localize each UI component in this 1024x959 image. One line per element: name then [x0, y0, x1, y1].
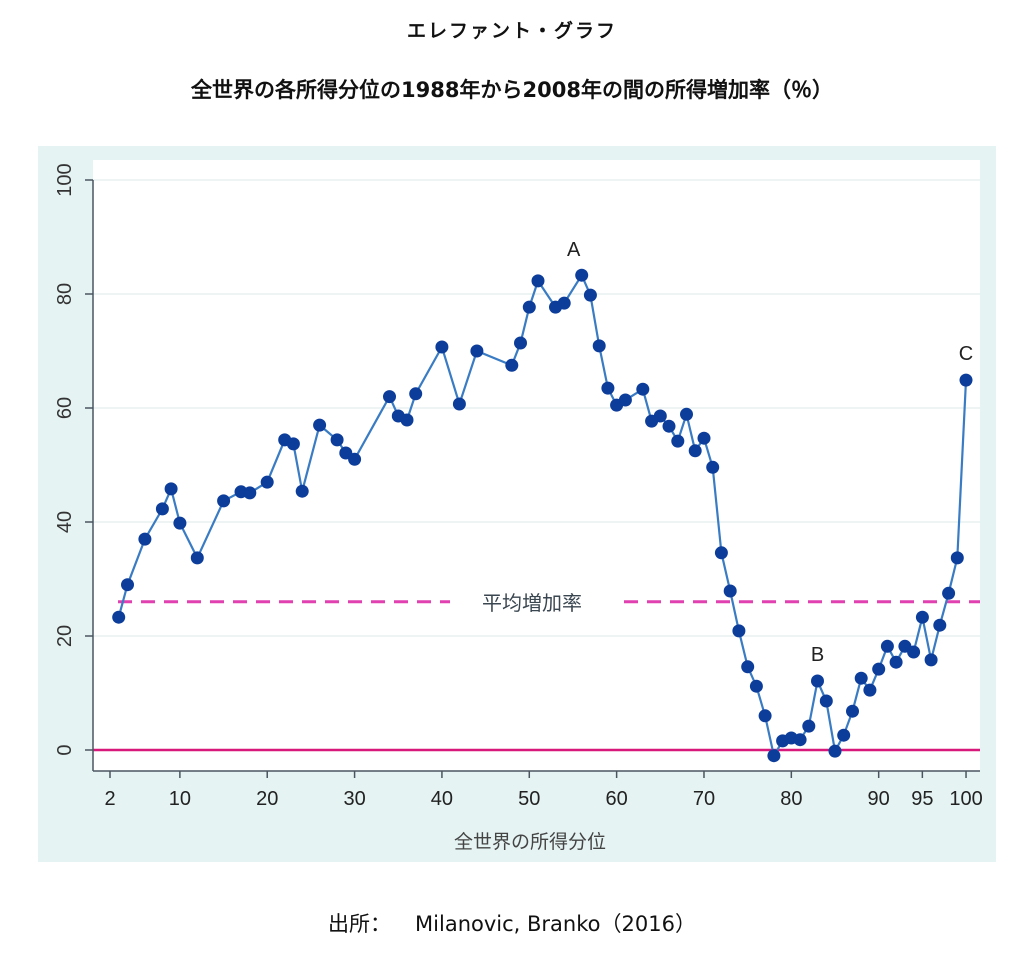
x-tick-label: 95: [911, 788, 933, 810]
data-point: [190, 551, 204, 565]
x-tick-label: 90: [868, 788, 890, 810]
x-tick-label: 30: [343, 788, 365, 810]
data-point: [671, 434, 685, 448]
data-point: [531, 274, 545, 288]
x-tick-label: 80: [780, 788, 802, 810]
data-point: [863, 683, 877, 697]
data-point: [732, 624, 746, 638]
source-text: Milanovic, Branko（2016）: [415, 912, 696, 936]
x-tick-label: 40: [431, 788, 453, 810]
data-point: [828, 744, 842, 758]
data-point: [313, 418, 327, 432]
data-point: [583, 288, 597, 302]
data-point: [286, 437, 300, 451]
annotation-b: B: [811, 644, 824, 666]
annotation-a: A: [567, 239, 581, 261]
series: [112, 268, 973, 763]
annotations: A B C: [567, 239, 973, 666]
data-point: [714, 546, 728, 560]
data-point: [383, 390, 396, 404]
x-axis-label: 全世界の所得分位: [454, 831, 606, 853]
x-tick-label: 70: [693, 788, 715, 810]
chart-title: エレファント・グラフ: [406, 20, 617, 42]
data-point: [942, 586, 956, 600]
data-point: [636, 382, 650, 396]
data-point: [749, 679, 763, 693]
data-point: [155, 502, 169, 516]
data-point: [837, 728, 851, 742]
gridlines: [93, 179, 980, 637]
data-point: [653, 409, 667, 423]
data-point: [793, 733, 807, 747]
data-point: [758, 709, 772, 723]
data-point: [173, 516, 187, 530]
data-point: [164, 482, 178, 496]
data-point: [959, 373, 973, 387]
data-point: [688, 444, 702, 458]
x-tick-label: 20: [256, 788, 278, 810]
data-point: [330, 433, 344, 447]
data-point: [112, 610, 126, 624]
data-point: [505, 358, 519, 372]
data-point: [557, 296, 571, 310]
data-point: [811, 674, 824, 688]
data-point: [846, 704, 859, 718]
y-tick-label: 20: [54, 625, 76, 647]
y-tick-label: 100: [54, 163, 76, 196]
data-point: [522, 300, 536, 314]
chart-subtitle: 全世界の各所得分位の1988年から2008年の間の所得増加率（％）: [191, 78, 833, 102]
data-point: [854, 671, 868, 685]
data-point: [819, 694, 833, 708]
data-point: [592, 339, 606, 353]
data-point: [348, 452, 362, 466]
data-point: [723, 584, 737, 598]
y-tick-label: 40: [54, 511, 76, 533]
axes: 0 20 40 60 80 100 2 10 20 30 40 50 60 70 80 90 95 100 全世界の…: [54, 163, 983, 853]
x-tick-label: 100: [949, 788, 982, 810]
data-point: [872, 662, 886, 676]
data-point: [950, 551, 964, 565]
data-point: [802, 719, 816, 733]
data-point: [435, 340, 449, 354]
source-label: 出所：: [328, 912, 392, 936]
data-point: [400, 413, 414, 427]
data-point: [138, 532, 152, 546]
annotation-c: C: [959, 343, 973, 365]
plot-area: [93, 160, 980, 771]
data-point: [243, 486, 257, 500]
data-point: [452, 397, 466, 411]
x-tick-label: 10: [169, 788, 191, 810]
data-point: [741, 660, 755, 674]
data-point: [767, 749, 781, 763]
x-tick-label: 50: [518, 788, 540, 810]
average-line-label: 平均増加率: [482, 591, 582, 615]
data-point: [662, 419, 676, 433]
data-point: [514, 336, 527, 350]
data-point: [295, 484, 309, 498]
data-point: [575, 268, 589, 282]
y-tick-label: 60: [54, 397, 76, 419]
data-point: [601, 381, 615, 395]
data-point: [680, 407, 693, 421]
data-point: [409, 387, 423, 401]
source-note: 出所： Milanovic, Branko（2016）: [0, 908, 1024, 938]
y-tick-label: 80: [54, 283, 76, 305]
data-point: [915, 610, 929, 624]
y-tick-label: 0: [54, 744, 76, 755]
data-point: [618, 393, 632, 407]
data-point: [933, 618, 947, 632]
data-point: [260, 475, 274, 489]
data-point: [697, 431, 711, 445]
data-point: [880, 639, 894, 653]
data-point: [889, 655, 903, 669]
data-point: [470, 344, 484, 358]
x-tick-label: 2: [104, 788, 115, 810]
data-point: [217, 494, 231, 508]
data-point: [924, 653, 938, 667]
data-point: [706, 460, 720, 474]
data-point: [907, 645, 921, 659]
x-tick-label: 60: [606, 788, 628, 810]
data-point: [121, 578, 134, 592]
